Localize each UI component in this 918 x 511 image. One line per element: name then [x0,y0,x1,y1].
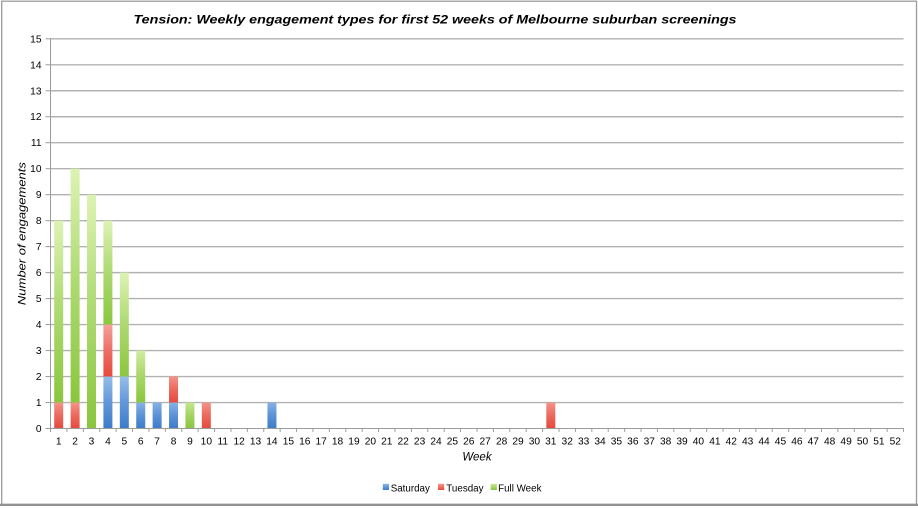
svg-text:23: 23 [414,437,426,448]
svg-text:28: 28 [496,437,508,448]
svg-text:2: 2 [36,372,42,383]
svg-text:29: 29 [512,437,524,448]
svg-text:11: 11 [217,437,228,448]
svg-text:38: 38 [660,437,672,448]
svg-text:14: 14 [266,437,278,448]
svg-text:47: 47 [808,437,820,448]
svg-text:9: 9 [36,190,42,201]
svg-text:37: 37 [644,437,656,448]
svg-text:7: 7 [36,242,42,253]
svg-text:7: 7 [154,437,160,448]
svg-text:Saturday: Saturday [391,483,430,494]
svg-text:3: 3 [89,437,95,448]
svg-text:32: 32 [562,437,574,448]
svg-text:48: 48 [824,437,836,448]
svg-text:44: 44 [758,437,770,448]
svg-text:11: 11 [31,138,42,149]
svg-text:6: 6 [36,268,42,279]
svg-text:31: 31 [545,437,557,448]
svg-text:10: 10 [30,164,42,175]
svg-text:4: 4 [36,320,42,331]
svg-text:41: 41 [709,437,721,448]
svg-text:42: 42 [726,437,738,448]
svg-text:18: 18 [332,437,344,448]
svg-text:Week: Week [462,452,492,464]
svg-text:Tension: Weekly engagement typ: Tension: Weekly engagement types for fir… [134,12,737,26]
svg-text:35: 35 [611,437,623,448]
svg-text:Number of engagements: Number of engagements [17,162,29,306]
svg-text:1: 1 [36,398,42,409]
svg-text:26: 26 [463,437,475,448]
svg-text:14: 14 [30,60,42,71]
svg-text:4: 4 [105,437,111,448]
svg-text:Full Week: Full Week [498,483,541,494]
svg-text:33: 33 [578,437,590,448]
svg-text:27: 27 [480,437,492,448]
svg-text:6: 6 [138,437,144,448]
svg-text:40: 40 [693,437,705,448]
svg-text:13: 13 [250,437,262,448]
svg-text:Tuesday: Tuesday [446,483,483,494]
svg-text:2: 2 [72,437,78,448]
svg-text:5: 5 [36,294,42,305]
svg-text:50: 50 [857,437,869,448]
svg-text:49: 49 [840,437,852,448]
svg-text:5: 5 [121,437,127,448]
svg-text:15: 15 [30,34,42,45]
svg-text:19: 19 [348,437,360,448]
svg-text:30: 30 [529,437,541,448]
svg-text:34: 34 [594,437,606,448]
svg-text:3: 3 [36,346,42,357]
svg-text:45: 45 [775,437,787,448]
svg-text:8: 8 [171,437,177,448]
svg-text:43: 43 [742,437,754,448]
svg-text:12: 12 [233,437,245,448]
svg-text:10: 10 [201,437,213,448]
svg-text:25: 25 [447,437,459,448]
svg-text:9: 9 [187,437,193,448]
svg-text:51: 51 [873,437,885,448]
svg-text:20: 20 [365,437,377,448]
svg-text:52: 52 [890,437,902,448]
svg-text:21: 21 [381,437,393,448]
svg-text:17: 17 [315,437,327,448]
svg-text:0: 0 [36,424,42,435]
svg-text:24: 24 [430,437,442,448]
svg-text:1: 1 [56,437,62,448]
svg-text:13: 13 [30,86,42,97]
svg-text:8: 8 [36,216,42,227]
svg-text:16: 16 [299,437,311,448]
svg-text:12: 12 [30,112,42,123]
svg-text:22: 22 [398,437,410,448]
svg-text:36: 36 [627,437,639,448]
svg-text:15: 15 [283,437,295,448]
svg-text:46: 46 [791,437,803,448]
svg-text:39: 39 [676,437,688,448]
